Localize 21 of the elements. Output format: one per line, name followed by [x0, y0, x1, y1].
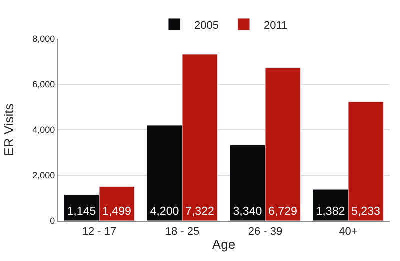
x-tick-label: 26 - 39 [248, 226, 283, 238]
legend-label: 2005 [194, 20, 219, 32]
y-tick-label: 2,000 [32, 170, 56, 181]
data-label: 4,200 [150, 206, 180, 218]
data-label: 3,340 [233, 206, 262, 218]
data-label: 1,382 [316, 206, 346, 218]
y-tick-label: 8,000 [32, 34, 56, 44]
x-tick-label: 40+ [339, 226, 358, 238]
data-label: 5,233 [352, 206, 380, 218]
y-tick-label: 4,000 [32, 125, 56, 136]
y-tick-label: 0 [50, 216, 56, 226]
legend-label: 2011 [264, 20, 288, 32]
data-label: 6,729 [268, 206, 298, 218]
x-axis-title: Age [212, 236, 236, 252]
x-tick-label: 18 - 25 [165, 226, 200, 238]
data-label: 7,322 [186, 206, 214, 218]
y-axis-title: ER Visits [2, 103, 17, 156]
data-label: 1,499 [102, 206, 132, 218]
data-label: 1,145 [67, 206, 96, 218]
x-tick-label: 12 - 17 [82, 226, 117, 238]
y-tick-label: 6,000 [32, 80, 56, 90]
